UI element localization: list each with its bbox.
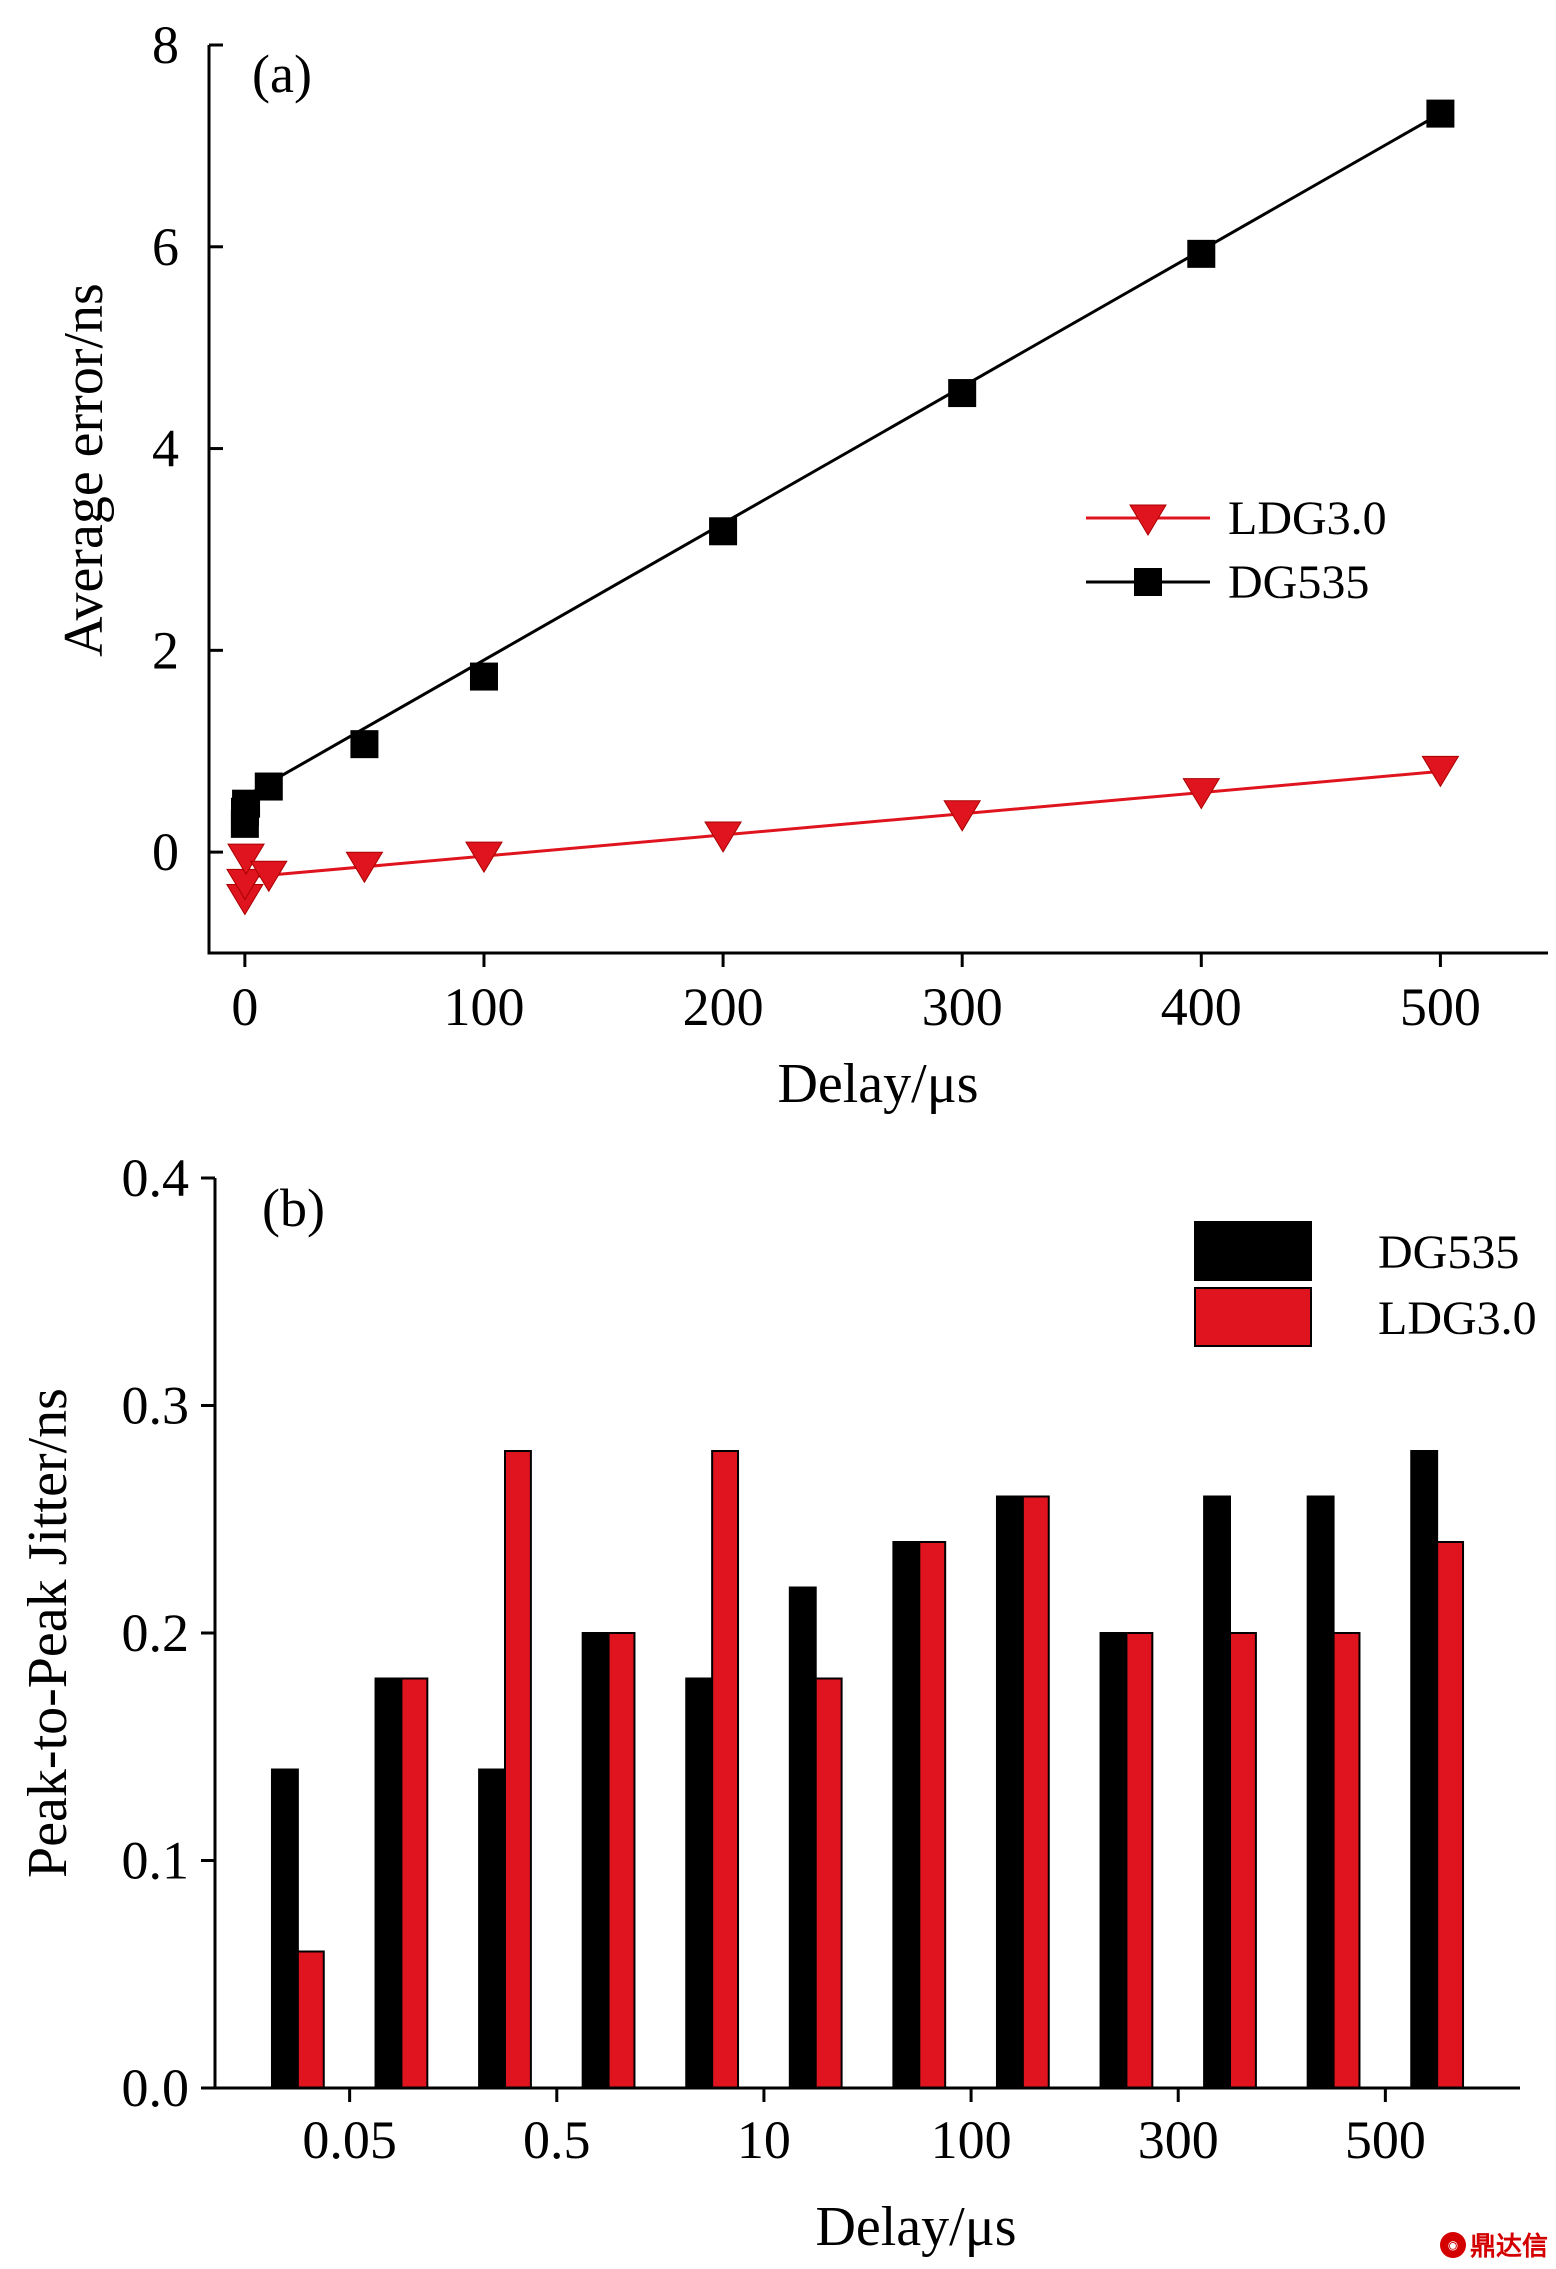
bar-ldg30 [1436,1541,1465,2089]
x-tick-label: 0.5 [523,2110,591,2170]
data-point-dg535 [1187,239,1216,268]
chart-a-line: 0 2 4 6 8 0 100 200 300 400 500 (a) Delay/μs Aver… [53,15,1548,1115]
data-point-ldg30 [704,821,742,853]
y-tick-label: 0.4 [122,1148,190,1208]
x-tick-label: 0.05 [302,2110,397,2170]
chart-b-panel-label: (b) [262,1178,325,1238]
chart-b-bars [270,1450,1465,2089]
bar-ldg30 [504,1450,532,2089]
bar-dg535 [788,1586,817,2089]
data-point-ldg30 [227,843,265,876]
bar-dg535 [1410,1450,1439,2089]
data-point-ldg30 [465,841,503,874]
chart-a-x-ticks: 0 100 200 300 400 500 [231,953,1481,1037]
chart-b-bar: 0.0 0.1 0.2 0.3 0.4 0.05 0.5 10 100 300 500 (b) D… [17,1148,1537,2258]
bar-dg535 [892,1541,921,2089]
legend-swatch-dg535 [1194,1221,1312,1281]
legend-marker-dg535 [1134,568,1162,596]
bar-ldg30 [1021,1495,1050,2089]
x-tick-label: 300 [1138,2110,1219,2170]
data-point-ldg30 [345,851,384,884]
chart-b-y-ticks: 0.0 0.1 0.2 0.3 0.4 [122,1148,215,2118]
watermark: ◉ 鼎达信 [1439,2226,1548,2263]
bar-dg535 [995,1495,1024,2089]
chart-b-x-axis-label: Delay/μs [815,2196,1016,2258]
x-tick-label: 0 [231,977,258,1037]
x-tick-label: 500 [1400,977,1481,1037]
bar-ldg30 [1125,1632,1154,2089]
bar-dg535 [1203,1495,1232,2089]
legend-label-ldg30-b: LDG3.0 [1378,1292,1537,1345]
y-tick-label: 8 [152,15,179,75]
legend-swatch-ldg30 [1194,1287,1312,1347]
y-tick-label: 0.0 [122,2058,190,2118]
watermark-text: 鼎达信 [1469,2232,1548,2262]
chart-a-axes [207,45,1548,955]
bar-ldg30 [1332,1632,1361,2089]
chart-a-series [225,99,1460,916]
bar-ldg30 [296,1950,325,2089]
chart-b-x-ticks: 0.05 0.5 10 100 300 500 [302,2088,1426,2170]
chart-a-y-axis-label: Average error/ns [53,283,115,657]
legend-label-dg535-b: DG535 [1378,1226,1519,1279]
y-tick-label: 0.3 [122,1376,190,1436]
bar-ldg30 [918,1541,947,2089]
chart-b-y-axis-label: Peak-to-Peak Jitter/ns [17,1388,79,1878]
data-point-ldg30 [943,800,982,832]
x-tick-label: 500 [1345,2110,1426,2170]
data-point-dg535 [350,730,379,759]
chart-a-y-ticks: 0 2 4 6 8 [152,15,223,882]
chart-a-panel-label: (a) [252,44,312,104]
x-tick-label: 10 [737,2110,791,2170]
data-point-dg535 [1426,99,1455,128]
bar-dg535 [374,1677,403,2089]
data-point-dg535 [709,517,738,546]
y-tick-label: 2 [152,620,179,680]
x-tick-label: 100 [443,977,524,1037]
bar-dg535 [478,1768,507,2089]
bar-dg535 [685,1677,714,2089]
data-point-dg535 [469,662,498,691]
bar-dg535 [270,1768,299,2089]
watermark-logo-icon: ◉ [1439,2231,1466,2258]
legend-marker-ldg30 [1129,504,1167,536]
y-tick-label: 0 [152,822,179,882]
data-point-ldg30 [1421,755,1460,788]
chart-a-legend: LDG3.0 DG535 [1086,492,1387,609]
data-point-ldg30 [249,860,288,893]
series-line-ldg30 [244,769,1441,879]
y-tick-label: 4 [152,419,179,479]
bar-ldg30 [1229,1632,1257,2089]
y-tick-label: 6 [152,217,179,277]
y-tick-label: 0.2 [122,1603,190,1663]
x-tick-label: 300 [922,977,1003,1037]
data-point-dg535 [254,772,283,801]
x-tick-label: 100 [931,2110,1012,2170]
bar-dg535 [1306,1495,1335,2089]
chart-b-legend: DG535 LDG3.0 [1194,1221,1537,1347]
bar-ldg30 [400,1677,429,2089]
bar-ldg30 [607,1632,636,2089]
data-point-dg535 [948,379,977,408]
bar-ldg30 [814,1677,843,2089]
legend-label-ldg30: LDG3.0 [1228,492,1387,545]
legend-label-dg535: DG535 [1228,556,1369,609]
chart-a-x-axis-label: Delay/μs [777,1053,978,1115]
bar-ldg30 [711,1450,740,2089]
bar-dg535 [581,1632,610,2089]
bar-dg535 [1099,1632,1128,2089]
y-tick-label: 0.1 [122,1831,190,1891]
x-tick-label: 200 [683,977,764,1037]
series-line-dg535 [244,112,1442,798]
x-tick-label: 400 [1161,977,1242,1037]
data-point-ldg30 [1182,778,1221,810]
